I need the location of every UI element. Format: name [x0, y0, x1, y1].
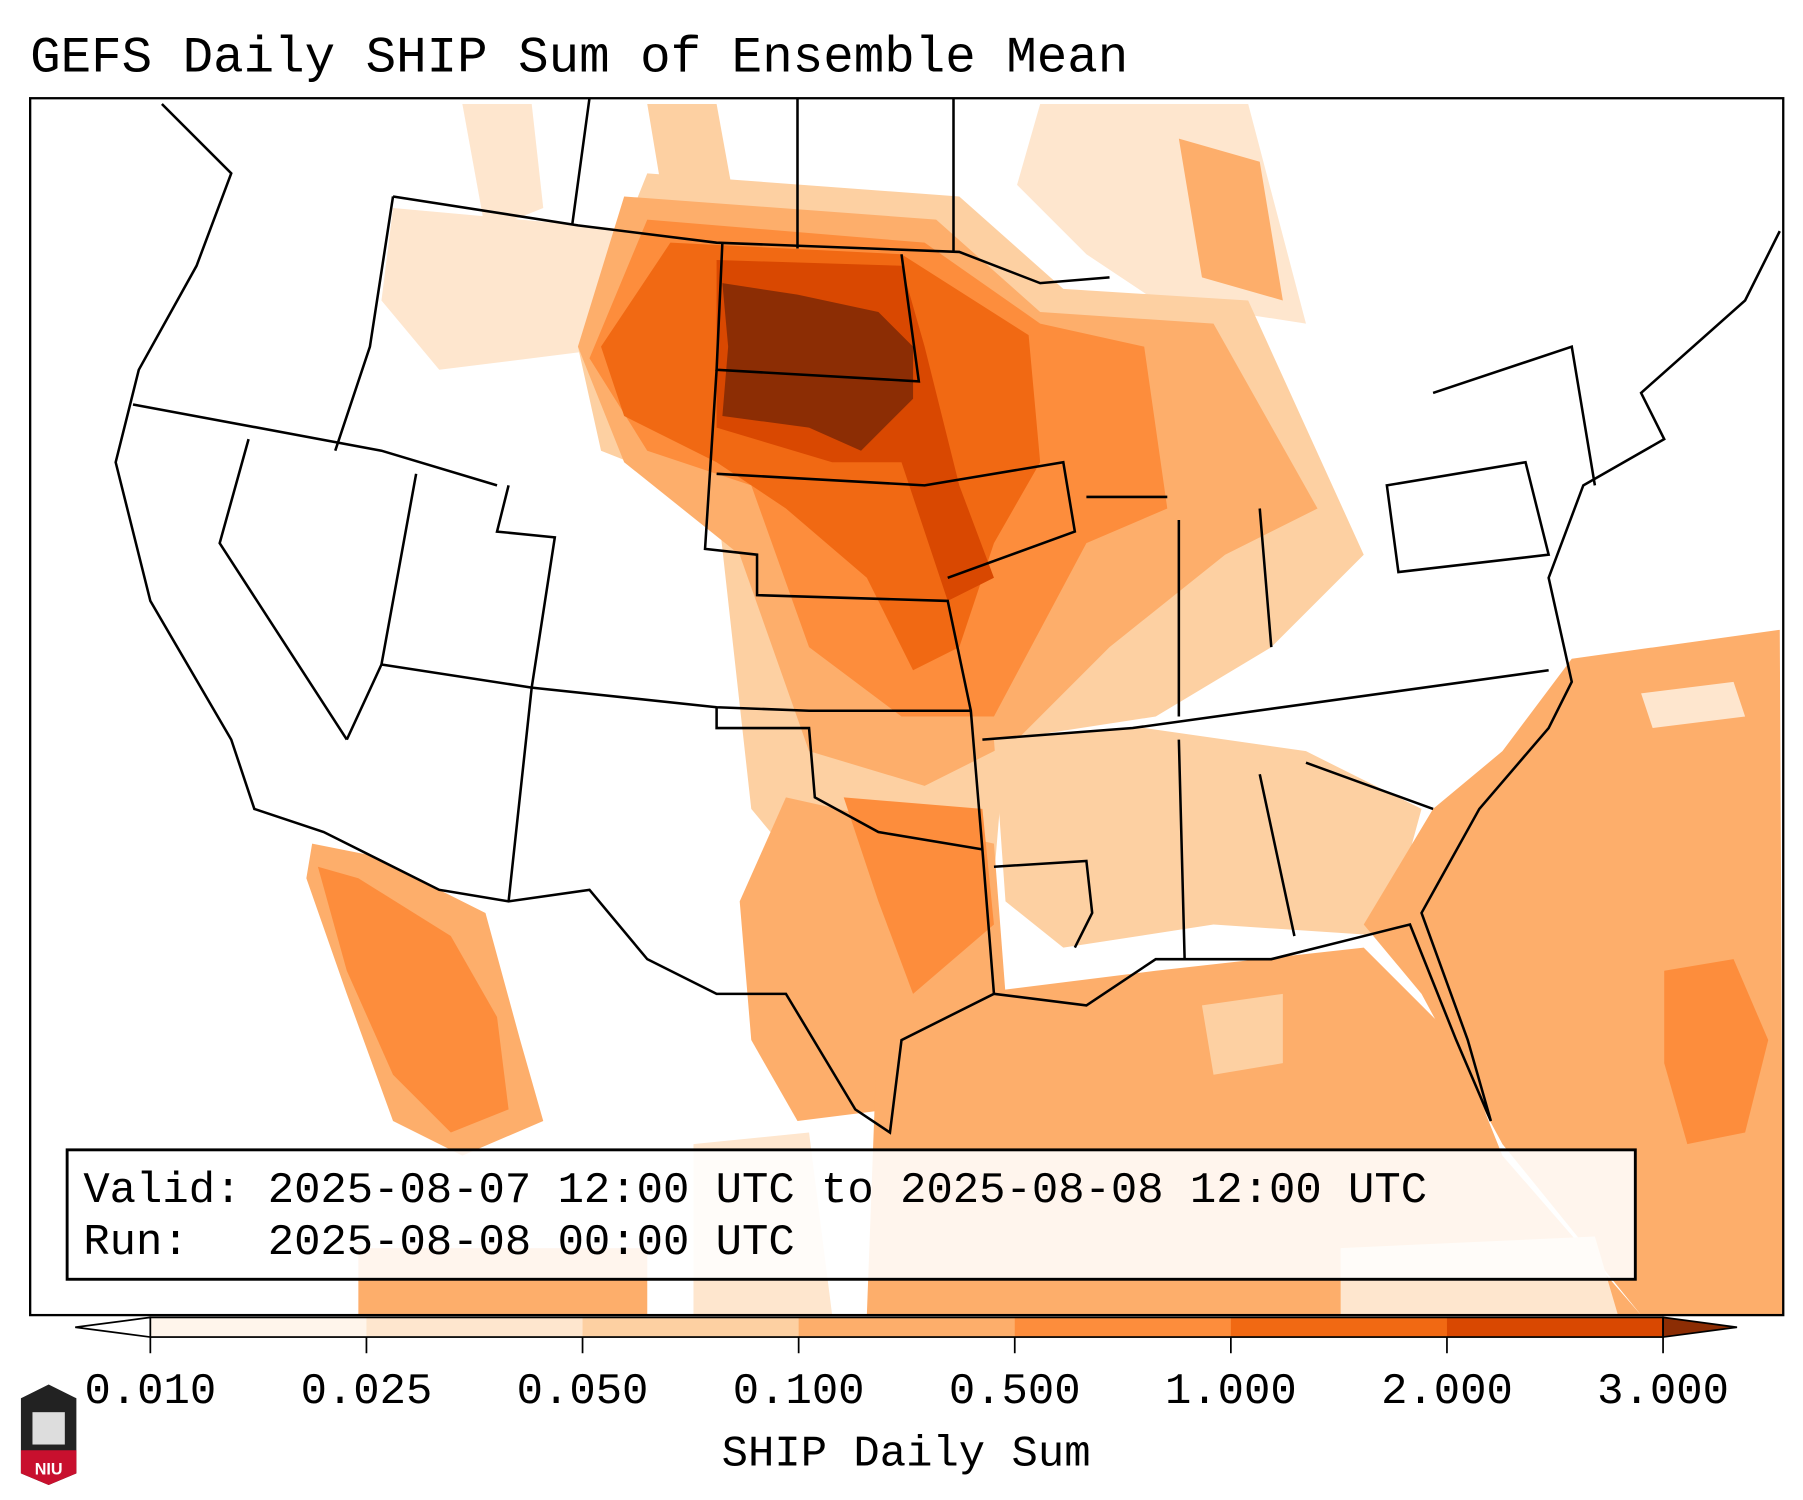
colorbar-bin [1230, 1317, 1448, 1338]
map-frame [29, 97, 1785, 1317]
colorbar-bin [150, 1317, 368, 1338]
chart-title: GEFS Daily SHIP Sum of Ensemble Mean [30, 31, 1128, 88]
colorbar-tick-label: 3.000 [1597, 1367, 1729, 1417]
colorbar-under-extend [75, 1316, 152, 1339]
valid-time-text: Valid: 2025-08-07 12:00 UTC to 2025-08-0… [83, 1166, 1427, 1216]
colorbar-bin [798, 1317, 1016, 1338]
colorbar-tick-label: 0.050 [517, 1367, 649, 1417]
logo-text: NIU [35, 1461, 63, 1479]
colorbar-tick-label: 0.010 [84, 1367, 216, 1417]
colorbar-bin [1014, 1317, 1232, 1338]
colorbar-tick-label: 2.000 [1381, 1367, 1513, 1417]
colorbar-outline [149, 1316, 1664, 1338]
colorbar-tick-label: 0.500 [949, 1367, 1081, 1417]
state-boundaries [114, 98, 1781, 1135]
colorbar-tick-label: 0.100 [733, 1367, 865, 1417]
info-box: Valid: 2025-08-07 12:00 UTC to 2025-08-0… [65, 1148, 1637, 1281]
colorbar-bin [1446, 1317, 1664, 1338]
colorbar-over-extend [1662, 1316, 1738, 1339]
colorbar-bin [582, 1317, 800, 1338]
colorbar-label: SHIP Daily Sum [722, 1429, 1091, 1479]
run-time-text: Run: 2025-08-08 00:00 UTC [83, 1218, 794, 1268]
colorbar: 0.010 0.025 0.050 0.100 0.500 1.000 2.000 3.000 [75, 1316, 1738, 1417]
colorbar-tick-label: 1.000 [1165, 1367, 1297, 1417]
niu-logo: NIU [20, 1384, 77, 1485]
colorbar-bin [366, 1317, 584, 1338]
map-area [30, 98, 1784, 1316]
colorbar-tick-label: 0.025 [301, 1367, 433, 1417]
